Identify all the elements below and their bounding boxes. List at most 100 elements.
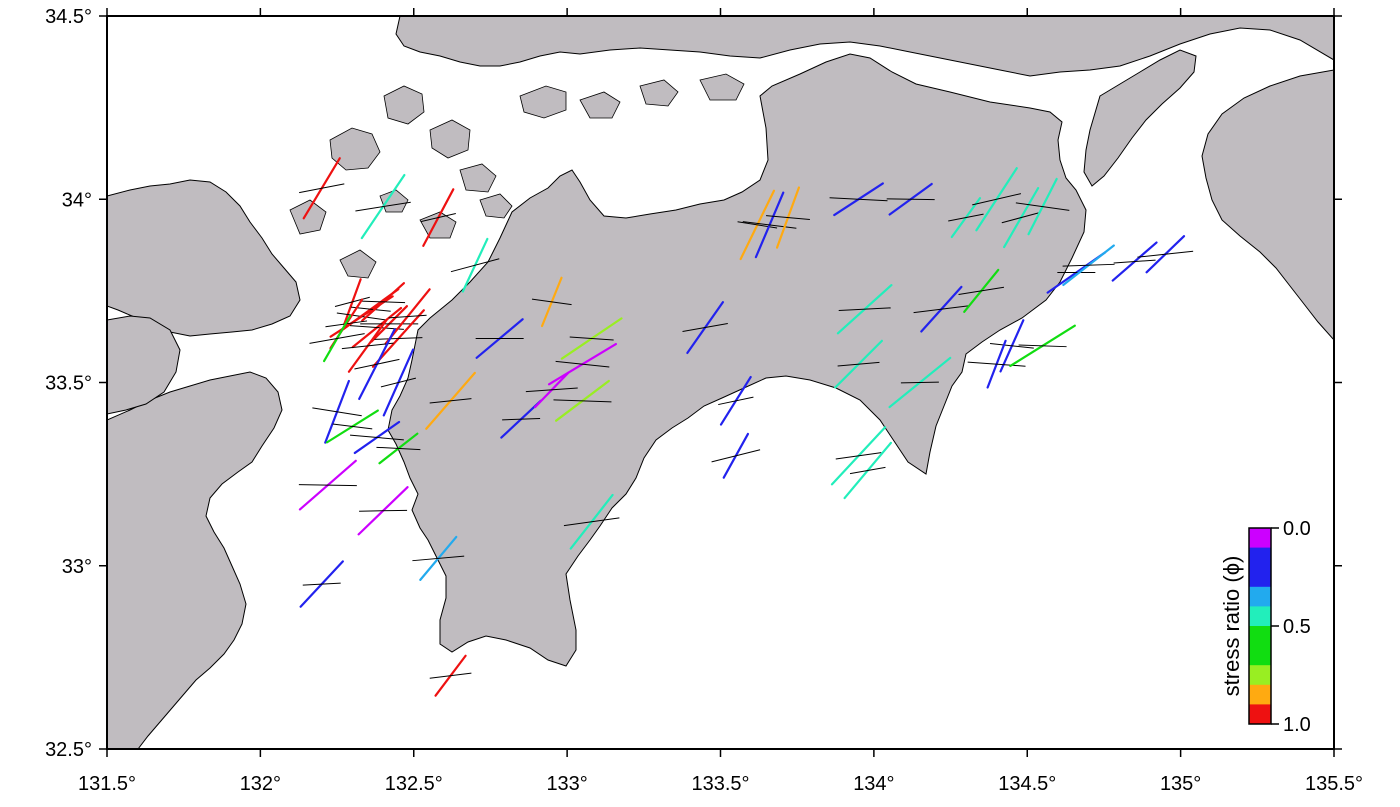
stress-mark bbox=[989, 319, 1034, 373]
stress-axis-black bbox=[429, 672, 472, 679]
stress-mark bbox=[560, 317, 623, 360]
stress-mark bbox=[967, 339, 1026, 389]
colorbar-bin bbox=[1249, 547, 1271, 588]
stress-axis-black bbox=[376, 446, 421, 451]
stress-axis-black bbox=[388, 314, 427, 319]
stress-mark bbox=[360, 305, 419, 343]
stress-axis-black bbox=[563, 517, 620, 527]
stress-mark bbox=[380, 348, 416, 417]
stress-mark bbox=[829, 182, 888, 217]
stress-axis-black bbox=[718, 396, 754, 406]
colorbar-bin bbox=[1249, 665, 1271, 686]
honshu-north bbox=[395, 16, 1334, 77]
lon-tick-label: 135.5° bbox=[1305, 773, 1363, 795]
stress-mark bbox=[834, 339, 883, 389]
stress-axis-black bbox=[302, 582, 341, 586]
stress-mark bbox=[972, 167, 1022, 232]
stress-mark bbox=[1015, 177, 1070, 236]
stress-mark bbox=[1062, 244, 1115, 287]
stress-axis-black bbox=[312, 407, 362, 417]
stress-mark bbox=[361, 282, 406, 322]
stress-mark bbox=[836, 284, 893, 335]
lon-tick-label: 133.5° bbox=[691, 773, 749, 795]
stress-axis-black bbox=[838, 307, 891, 312]
colorbar-bin bbox=[1249, 704, 1271, 725]
stress-axis-black bbox=[334, 296, 370, 308]
kyushu-bay-peninsula bbox=[107, 315, 181, 415]
stress-axis-black bbox=[682, 323, 728, 333]
colorbar-bin bbox=[1249, 586, 1271, 607]
shikoku-island bbox=[387, 53, 1087, 667]
stress-axis-black bbox=[742, 221, 797, 229]
stress-axis-black bbox=[354, 358, 400, 370]
stress-mark bbox=[563, 493, 620, 550]
colorbar-bin bbox=[1249, 684, 1271, 705]
colorbar-bin bbox=[1249, 606, 1271, 627]
stress-mark bbox=[737, 189, 778, 261]
stress-axis-black bbox=[900, 381, 939, 384]
stress-axis-black bbox=[737, 221, 778, 229]
stress-axis-black bbox=[835, 452, 882, 460]
stress-axis-black bbox=[1015, 202, 1070, 211]
awaji-island bbox=[1083, 49, 1197, 187]
stress-axis-black bbox=[332, 423, 373, 430]
axis-labels: 131.5° 132° 132.5° 133° 133.5° 134° 134.5° 135°… bbox=[45, 6, 1363, 795]
stress-axis-black bbox=[359, 509, 408, 512]
stress-mark bbox=[553, 379, 612, 422]
lon-tick-label: 135° bbox=[1160, 773, 1201, 795]
stress-axis-black bbox=[412, 555, 465, 562]
stress-axis-black bbox=[1001, 211, 1041, 224]
stress-axis-black bbox=[553, 399, 612, 403]
inland-sea-islands bbox=[289, 73, 745, 279]
stress-axis-black bbox=[886, 198, 935, 201]
stress-mark bbox=[349, 420, 404, 455]
stress-mark bbox=[309, 314, 365, 363]
stress-mark bbox=[429, 654, 472, 697]
stress-mark bbox=[334, 278, 370, 326]
stress-mark bbox=[531, 276, 572, 328]
stress-axis-black bbox=[1062, 263, 1115, 267]
stress-axis-black bbox=[502, 417, 541, 421]
stress-mark bbox=[425, 371, 476, 430]
stress-axis-black bbox=[341, 342, 394, 350]
stress-axis-black bbox=[837, 361, 880, 367]
stress-mark bbox=[547, 342, 617, 386]
stress-mark bbox=[742, 191, 797, 259]
stress-marks-layer bbox=[298, 157, 1194, 697]
lon-tick-label: 132° bbox=[240, 773, 281, 795]
stress-axis-black bbox=[913, 305, 970, 314]
stress-axis-black bbox=[555, 360, 610, 368]
stress-axis-black bbox=[829, 197, 888, 202]
stress-mark bbox=[711, 432, 761, 479]
kii-peninsula bbox=[1201, 69, 1334, 341]
stress-axis-black bbox=[299, 183, 345, 194]
stress-mark bbox=[376, 432, 421, 465]
stress-mark bbox=[450, 237, 500, 293]
stress-mark bbox=[718, 375, 754, 426]
stress-axis-black bbox=[420, 213, 456, 223]
stress-mark bbox=[1001, 187, 1041, 249]
stress-mark bbox=[1111, 241, 1158, 282]
stress-mark bbox=[888, 356, 952, 409]
stress-axis-black bbox=[948, 213, 984, 222]
lon-tick-label: 132.5° bbox=[385, 773, 443, 795]
stress-axis-black bbox=[349, 434, 404, 441]
stress-axis-black bbox=[711, 449, 761, 463]
stress-mark bbox=[355, 173, 411, 240]
stress-axis-black bbox=[1018, 344, 1067, 348]
colorbar-title: stress ratio (ϕ) bbox=[1219, 556, 1244, 697]
stress-mark bbox=[1137, 235, 1194, 274]
stress-axis-black bbox=[849, 466, 886, 475]
stress-mark bbox=[312, 379, 362, 444]
lat-tick-label: 34° bbox=[62, 189, 92, 211]
stress-mark bbox=[682, 301, 728, 355]
stress-mark bbox=[325, 409, 379, 444]
stress-mark bbox=[525, 371, 578, 409]
stress-axis-black bbox=[967, 361, 1026, 367]
stress-mark bbox=[354, 328, 400, 401]
colorbar-tick-label: 0.0 bbox=[1283, 518, 1311, 540]
stress-axis-black bbox=[989, 343, 1034, 349]
stress-axis-black bbox=[450, 258, 500, 273]
